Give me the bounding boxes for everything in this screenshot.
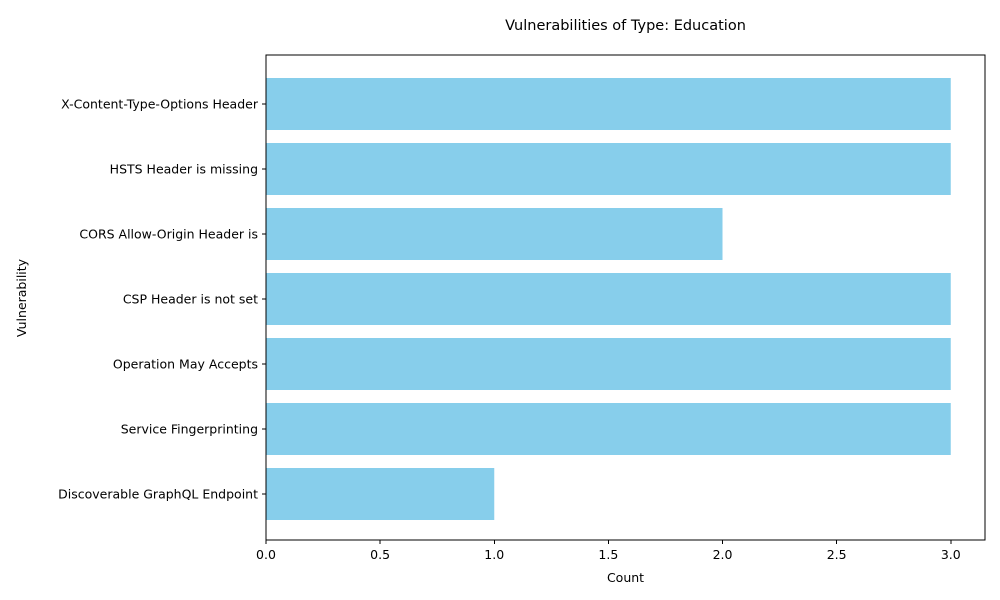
- y-tick-label: Service Fingerprinting: [121, 422, 258, 437]
- plot-frame: [265, 54, 986, 541]
- y-axis-label: Vulnerability: [14, 258, 29, 337]
- x-axis-label: Count: [607, 570, 644, 585]
- ticks-layer: X-Content-Type-Options Header HSTS Header…: [58, 97, 961, 563]
- bar-2: [266, 208, 723, 260]
- x-tick-label: 3.0: [941, 547, 961, 562]
- y-tick-label: CSP Header is not set: [123, 292, 258, 307]
- bar-6: [266, 468, 495, 520]
- bar-0: [266, 78, 951, 130]
- bars-layer: [266, 78, 951, 520]
- x-tick-label: 2.0: [713, 547, 733, 562]
- x-tick-label: 1.5: [598, 547, 618, 562]
- y-tick-label: X-Content-Type-Options Header: [61, 97, 259, 112]
- bar-1: [266, 143, 951, 195]
- bar-5: [266, 403, 951, 455]
- y-tick-label: HSTS Header is missing: [110, 162, 258, 177]
- bar-3: [266, 273, 951, 325]
- bar-4: [266, 338, 951, 390]
- x-tick-label: 1.0: [484, 547, 504, 562]
- y-tick-label: Discoverable GraphQL Endpoint: [58, 487, 258, 502]
- x-tick-label: 0.5: [370, 547, 390, 562]
- y-tick-label: Operation May Accepts: [113, 357, 258, 372]
- y-tick-label: CORS Allow-Origin Header is: [79, 227, 258, 242]
- chart-title: Vulnerabilities of Type: Education: [505, 18, 746, 34]
- x-tick-label: 2.5: [827, 547, 847, 562]
- x-tick-label: 0.0: [256, 547, 276, 562]
